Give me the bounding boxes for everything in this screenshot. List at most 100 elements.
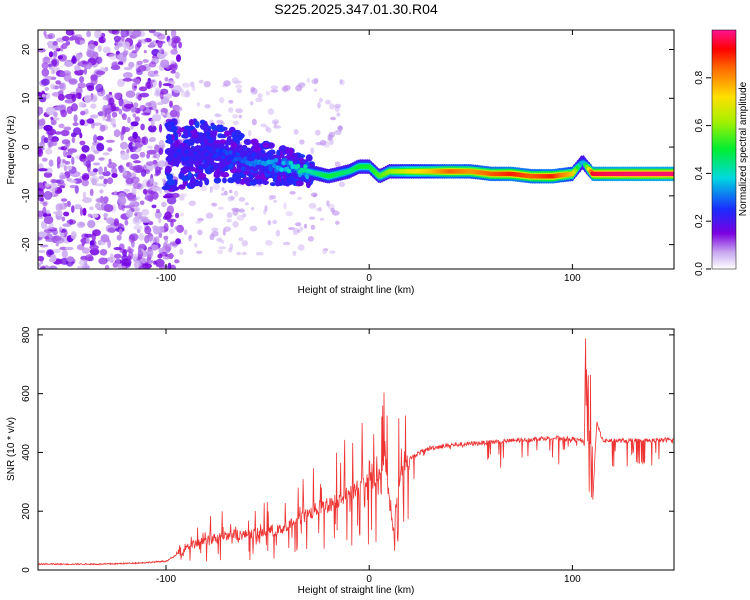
- noise-blob: [77, 40, 81, 45]
- noise-blob: [118, 97, 124, 107]
- noise-blob: [162, 195, 171, 199]
- noise-blob: [81, 241, 85, 247]
- noise-blob: [78, 259, 87, 266]
- noise-blob: [83, 67, 88, 75]
- ridge-segment: [242, 156, 248, 162]
- ridge-segment: [184, 149, 189, 155]
- noise-blob: [255, 251, 264, 256]
- noise-blob: [108, 97, 115, 106]
- noise-blob: [47, 249, 54, 256]
- noise-blob: [113, 129, 121, 138]
- noise-blob: [238, 114, 242, 119]
- noise-blob: [38, 210, 44, 217]
- noise-blob: [89, 94, 98, 103]
- signal-blob: [184, 125, 191, 130]
- noise-blob: [114, 45, 120, 51]
- noise-blob: [59, 174, 67, 180]
- ridge-segment: [670, 171, 674, 177]
- noise-blob: [179, 248, 184, 256]
- noise-blob: [197, 229, 203, 236]
- noise-blob: [87, 213, 93, 218]
- ridge-segment: [288, 160, 293, 166]
- noise-blob: [79, 132, 83, 139]
- noise-blob: [79, 76, 85, 83]
- noise-blob: [39, 244, 49, 248]
- ridge-segment: [175, 157, 180, 163]
- noise-blob: [43, 171, 53, 178]
- signal-blob: [213, 165, 218, 171]
- noise-blob: [195, 220, 202, 224]
- noise-blob: [103, 212, 108, 218]
- noise-blob: [125, 162, 133, 168]
- noise-blob: [127, 197, 138, 202]
- noise-blob: [74, 66, 81, 71]
- ridge-segment: [230, 154, 235, 160]
- noise-blob: [106, 217, 115, 225]
- noise-blob: [65, 161, 71, 165]
- noise-blob: [130, 121, 139, 127]
- signal-blob: [181, 176, 191, 182]
- noise-blob: [130, 146, 138, 150]
- noise-blob: [43, 215, 54, 225]
- noise-blob: [38, 124, 44, 130]
- noise-blob: [87, 85, 95, 92]
- noise-blob: [64, 93, 75, 100]
- ridge-segment: [235, 152, 240, 157]
- noise-blob: [212, 183, 220, 190]
- snr-x-label: Height of straight line (km): [298, 585, 415, 596]
- noise-blob: [68, 78, 78, 85]
- noise-blob: [160, 59, 170, 68]
- noise-blob: [275, 229, 281, 237]
- noise-blob: [138, 232, 145, 241]
- noise-blob: [154, 87, 162, 94]
- snr-y-ticks: 0 200 400 600 800: [21, 326, 674, 573]
- noise-blob: [306, 77, 310, 83]
- noise-blob: [272, 219, 278, 225]
- noise-blob: [181, 82, 190, 88]
- noise-blob: [102, 152, 110, 156]
- noise-blob: [131, 82, 138, 92]
- noise-blob: [119, 141, 129, 150]
- noise-blob: [205, 212, 214, 219]
- noise-blob: [71, 156, 75, 165]
- noise-blob: [175, 238, 182, 245]
- noise-blob: [125, 90, 136, 98]
- signal-blob: [179, 127, 184, 133]
- colorbar-label: Normalized spectral amplitude: [738, 81, 749, 216]
- noise-blob: [180, 212, 184, 217]
- noise-blob: [121, 113, 127, 121]
- noise-blob: [149, 42, 155, 48]
- noise-blob: [283, 202, 287, 210]
- noise-blob: [148, 125, 157, 133]
- snr-frame: [37, 328, 675, 571]
- ridge-segment: [199, 147, 204, 153]
- noise-blob: [50, 58, 60, 67]
- noise-blob: [128, 61, 135, 68]
- noise-blob: [111, 111, 118, 118]
- signal-blob: [227, 177, 236, 184]
- noise-blob: [133, 102, 139, 108]
- signal-blob: [216, 127, 226, 133]
- noise-blob: [95, 56, 103, 64]
- noise-blob: [57, 55, 63, 60]
- noise-blob: [137, 65, 147, 72]
- noise-blob: [131, 30, 142, 38]
- noise-blob: [123, 188, 130, 193]
- noise-blob: [265, 240, 273, 246]
- noise-blob: [169, 264, 176, 269]
- signal-blob: [201, 162, 210, 169]
- spectrogram-y-label: Frequency (Hz): [6, 116, 17, 185]
- noise-blob: [42, 206, 47, 215]
- noise-blob: [270, 85, 279, 90]
- ridge-segment: [286, 168, 292, 174]
- noise-blob: [38, 262, 42, 268]
- noise-blob: [140, 38, 147, 44]
- ridge-segment: [177, 148, 182, 154]
- noise-blob: [146, 248, 154, 258]
- noise-blob: [64, 61, 73, 67]
- snr-series-line: [38, 338, 674, 567]
- noise-blob: [130, 153, 140, 160]
- noise-blob: [220, 240, 225, 244]
- noise-blob: [307, 236, 314, 242]
- noise-blob: [169, 64, 176, 69]
